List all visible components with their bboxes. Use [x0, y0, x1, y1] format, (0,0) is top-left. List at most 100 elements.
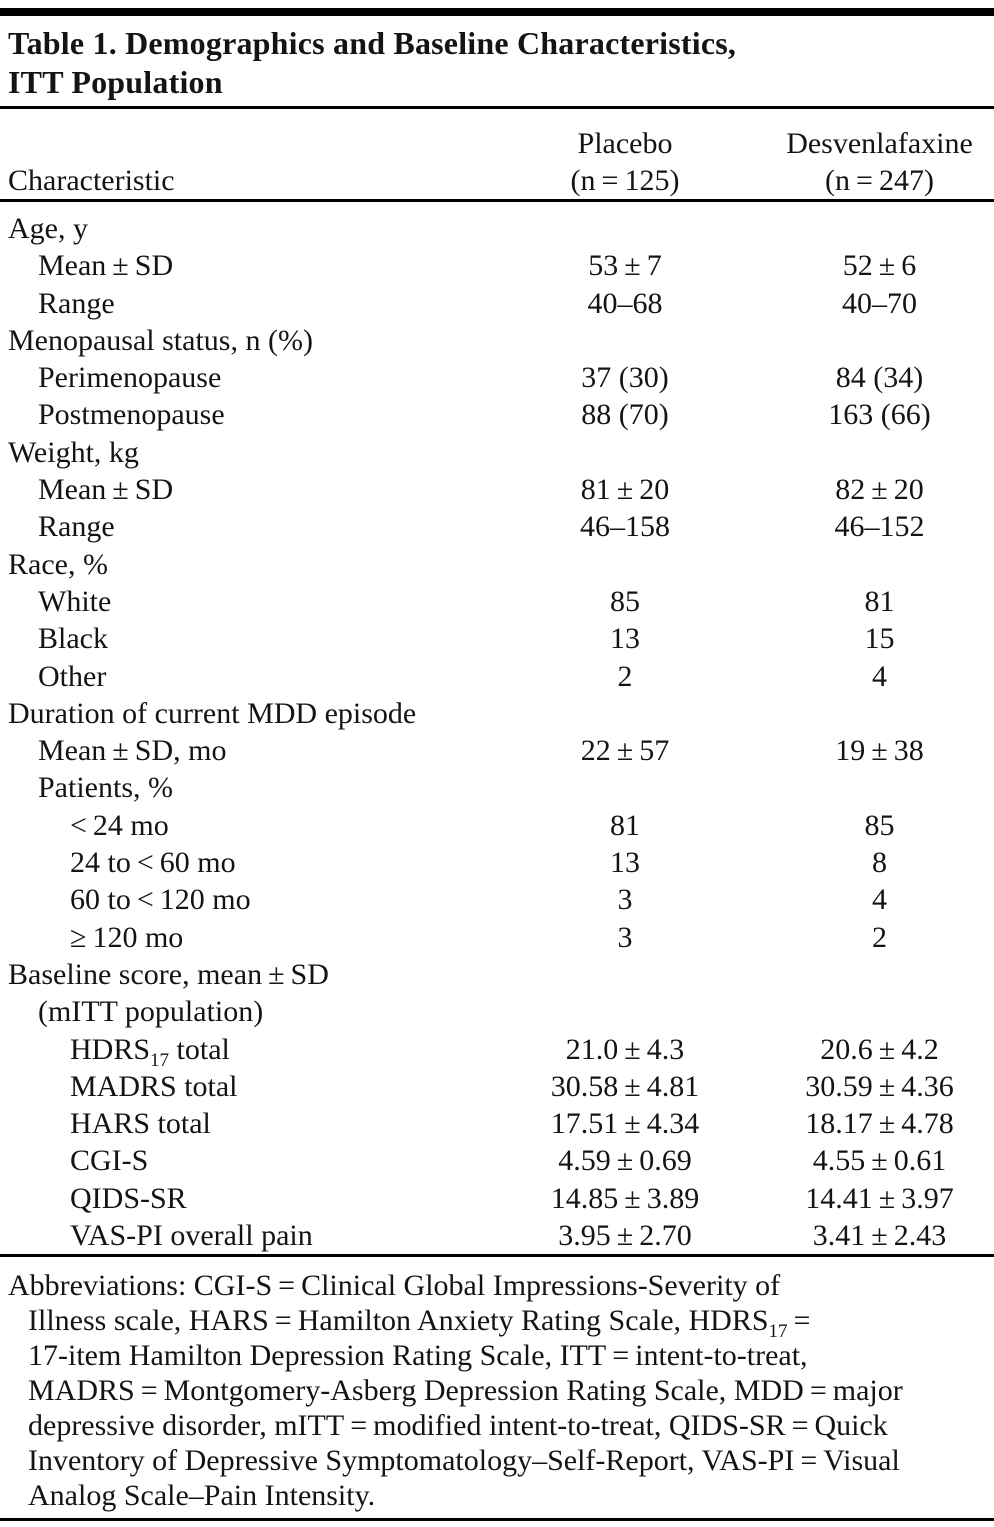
row-label: Baseline score, mean ± SD: [8, 957, 329, 991]
desvenlafaxine-value: 3.41 ± 2.43: [812, 1219, 947, 1253]
placebo-value: 4.59 ± 0.69: [558, 1144, 692, 1178]
row-label: Mean ± SD: [38, 473, 174, 507]
row-label: White: [38, 584, 112, 618]
desvenlafaxine-value: [745, 956, 994, 993]
table-header: Characteristic Placebo (n = 125) Desvenl…: [0, 109, 994, 199]
desvenlafaxine-column-name: Desvenlafaxine: [786, 127, 973, 160]
row-label: Range: [38, 286, 115, 320]
row-label: Mean ± SD: [38, 249, 174, 283]
table-row: ≥ 120 mo 3 2: [0, 919, 994, 956]
desvenlafaxine-value: 85: [864, 808, 895, 842]
row-label: < 24 mo: [70, 808, 169, 842]
desvenlafaxine-value: [745, 695, 994, 732]
row-label: 24 to < 60 mo: [70, 846, 236, 880]
table-row: (mITT population): [0, 993, 994, 1030]
table-row: Black 13 15: [0, 620, 994, 657]
placebo-value: [505, 993, 745, 1030]
row-label: VAS-PI overall pain: [70, 1219, 313, 1253]
table-row: HARS total 17.51 ± 4.34 18.17 ± 4.78: [0, 1105, 994, 1142]
row-label: Race, %: [8, 547, 108, 581]
footnote-line: 17-item Hamilton Depression Rating Scale…: [28, 1339, 808, 1372]
row-label: Mean ± SD, mo: [38, 734, 227, 768]
row-label: Other: [38, 659, 107, 693]
table-row: < 24 mo 81 85: [0, 807, 994, 844]
row-label: ≥ 120 mo: [70, 920, 184, 954]
desvenlafaxine-value: 8: [872, 846, 887, 880]
footnote-line: MADRS = Montgomery-Asberg Depression Rat…: [28, 1374, 903, 1407]
table-row: Weight, kg: [0, 434, 994, 471]
row-label: Age, y: [8, 212, 88, 245]
placebo-value: 40–68: [587, 286, 663, 320]
placebo-value: [505, 956, 745, 993]
table-row: 60 to < 120 mo 3 4: [0, 881, 994, 918]
desvenlafaxine-value: 81: [864, 584, 895, 618]
desvenlafaxine-value: 4: [872, 659, 887, 693]
placebo-value: 3: [617, 883, 633, 917]
bottom-rule: [0, 1518, 994, 1521]
desvenlafaxine-value: [745, 322, 994, 359]
row-label: Weight, kg: [8, 435, 139, 469]
table-row: Mean ± SD 81 ± 20 82 ± 20: [0, 471, 994, 508]
column-header-characteristic: Characteristic: [8, 164, 175, 197]
table-row: Perimenopause 37 (30) 84 (34): [0, 359, 994, 396]
top-thick-rule: [0, 8, 994, 16]
placebo-value: 13: [610, 846, 640, 880]
desvenlafaxine-value: 52 ± 6: [842, 249, 917, 283]
placebo-value: [505, 322, 745, 359]
desvenlafaxine-value: [745, 434, 994, 471]
placebo-value: 53 ± 7: [588, 249, 662, 283]
placebo-value: 85: [610, 584, 640, 618]
table-row: Range 40–68 40–70: [0, 285, 994, 322]
title-divider-rule: [0, 106, 994, 109]
placebo-value: [505, 434, 745, 471]
desvenlafaxine-value: 18.17 ± 4.78: [805, 1107, 954, 1141]
table-row: 24 to < 60 mo 13 8: [0, 844, 994, 881]
desvenlafaxine-value: 84 (34): [835, 361, 924, 395]
footnote-line: Abbreviations: CGI-S = Clinical Global I…: [8, 1269, 781, 1302]
footnote-line: Inventory of Depressive Symptomatology–S…: [28, 1444, 900, 1477]
row-label: QIDS-SR: [70, 1181, 187, 1215]
table-row: Menopausal status, n (%): [0, 322, 994, 359]
placebo-value: [505, 769, 745, 806]
table-row: Race, %: [0, 546, 994, 583]
table-title-line1: Table 1. Demographics and Baseline Chara…: [8, 25, 737, 61]
body-divider-rule: [0, 1254, 994, 1257]
placebo-value: 14.85 ± 3.89: [550, 1181, 700, 1215]
table-row: Mean ± SD 53 ± 7 52 ± 6: [0, 247, 994, 284]
placebo-value: 3: [617, 920, 633, 954]
placebo-value: 13: [610, 622, 640, 656]
table-row: VAS-PI overall pain 3.95 ± 2.70 3.41 ± 2…: [0, 1217, 994, 1254]
row-label: 60 to < 120 mo: [70, 883, 251, 917]
row-label: Range: [38, 510, 115, 544]
desvenlafaxine-value: [745, 546, 994, 583]
column-header-desvenlafaxine: Desvenlafaxine (n = 247): [745, 125, 994, 199]
table-row: White 85 81: [0, 583, 994, 620]
desvenlafaxine-value: 14.41 ± 3.97: [805, 1181, 954, 1215]
table-row: MADRS total 30.58 ± 4.81 30.59 ± 4.36: [0, 1068, 994, 1105]
table-row: Range 46–158 46–152: [0, 508, 994, 545]
desvenlafaxine-value: 2: [872, 920, 887, 954]
desvenlafaxine-value: 4: [872, 883, 887, 917]
placebo-column-n: (n = 125): [570, 164, 680, 197]
row-label: Black: [38, 622, 108, 656]
table-row: Duration of current MDD episode: [0, 695, 994, 732]
desvenlafaxine-value: 163 (66): [828, 398, 931, 432]
row-label: Perimenopause: [38, 361, 222, 395]
abbreviations-footnote: Abbreviations: CGI-S = Clinical Global I…: [8, 1268, 988, 1513]
desvenlafaxine-value: 4.55 ± 0.61: [812, 1144, 947, 1178]
placebo-value: 22 ± 57: [580, 734, 670, 768]
row-label: (mITT population): [38, 995, 264, 1029]
placebo-value: [505, 695, 745, 732]
placebo-value: 37 (30): [581, 361, 669, 395]
row-label: Postmenopause: [38, 398, 225, 432]
placebo-value: [505, 210, 745, 247]
desvenlafaxine-value: 40–70: [842, 286, 917, 320]
table-row: Other 2 4: [0, 658, 994, 695]
table-row: Baseline score, mean ± SD: [0, 956, 994, 993]
desvenlafaxine-value: 19 ± 38: [835, 734, 924, 768]
footnote-line: depressive disorder, mITT = modified int…: [28, 1409, 888, 1442]
desvenlafaxine-value: 20.6 ± 4.2: [820, 1032, 939, 1066]
table-row: QIDS-SR 14.85 ± 3.89 14.41 ± 3.97: [0, 1180, 994, 1217]
table-body: Age, y Mean ± SD 53 ± 7 52 ± 6 Range 40–…: [0, 205, 994, 1254]
